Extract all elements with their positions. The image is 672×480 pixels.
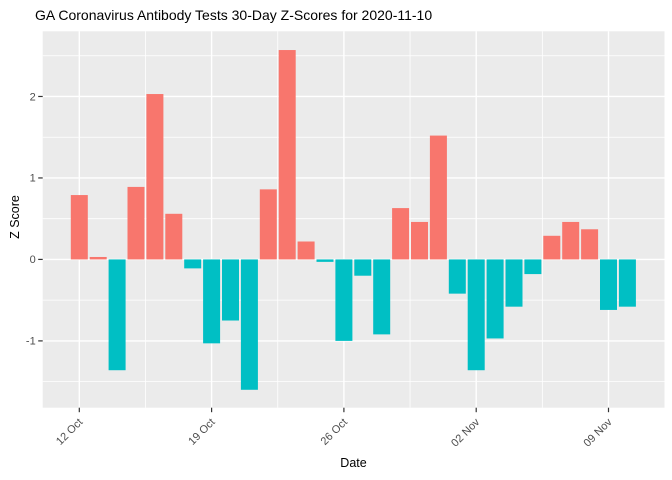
x-tick-label: 02 Nov bbox=[449, 416, 482, 449]
zscore-bar bbox=[448, 259, 466, 294]
zscore-bar bbox=[524, 259, 542, 275]
plot-panel bbox=[42, 31, 665, 408]
zscore-bar bbox=[562, 221, 580, 260]
x-tick-label: 26 Oct bbox=[319, 416, 350, 447]
zscore-bar bbox=[259, 189, 277, 260]
y-tick-label: -1 bbox=[26, 336, 36, 348]
zscore-bar bbox=[392, 208, 410, 260]
zscore-bar bbox=[373, 259, 391, 335]
y-tick-label: 1 bbox=[30, 173, 36, 185]
chart-title: GA Coronavirus Antibody Tests 30-Day Z-S… bbox=[35, 7, 433, 23]
zscore-bar bbox=[127, 186, 145, 260]
zscore-bar bbox=[240, 259, 258, 390]
x-tick-label: 09 Nov bbox=[581, 416, 614, 449]
zscore-bar bbox=[467, 259, 485, 371]
y-tick-label: 0 bbox=[30, 254, 36, 266]
zscore-bar bbox=[543, 235, 561, 260]
zscore-bar bbox=[203, 259, 221, 344]
zscore-bar bbox=[297, 241, 315, 260]
zscore-bar bbox=[165, 213, 183, 260]
zscore-bar bbox=[581, 229, 599, 260]
zscore-bar bbox=[429, 135, 447, 260]
zscore-bar bbox=[411, 221, 428, 260]
zscore-bar bbox=[222, 259, 239, 321]
x-tick-label: 12 Oct bbox=[54, 416, 85, 447]
x-tick-label: 19 Oct bbox=[186, 416, 217, 447]
zscore-bar bbox=[354, 259, 372, 276]
zscore-bar bbox=[184, 259, 202, 269]
zscore-bar bbox=[486, 259, 504, 339]
zscore-bar bbox=[70, 195, 88, 260]
zscore-bar bbox=[618, 259, 636, 307]
zscore-bar bbox=[505, 259, 523, 307]
y-axis-title: Z Score bbox=[8, 195, 22, 239]
zscore-bar bbox=[600, 259, 617, 310]
zscore-bar bbox=[108, 259, 126, 371]
y-tick-label: 2 bbox=[30, 91, 36, 103]
zscore-bar bbox=[89, 256, 107, 260]
zscore-bar bbox=[278, 50, 296, 260]
zscore-bar bbox=[316, 259, 334, 262]
zscore-bar bbox=[335, 259, 353, 341]
zscore-bar bbox=[146, 94, 164, 260]
x-axis-title: Date bbox=[340, 456, 367, 470]
